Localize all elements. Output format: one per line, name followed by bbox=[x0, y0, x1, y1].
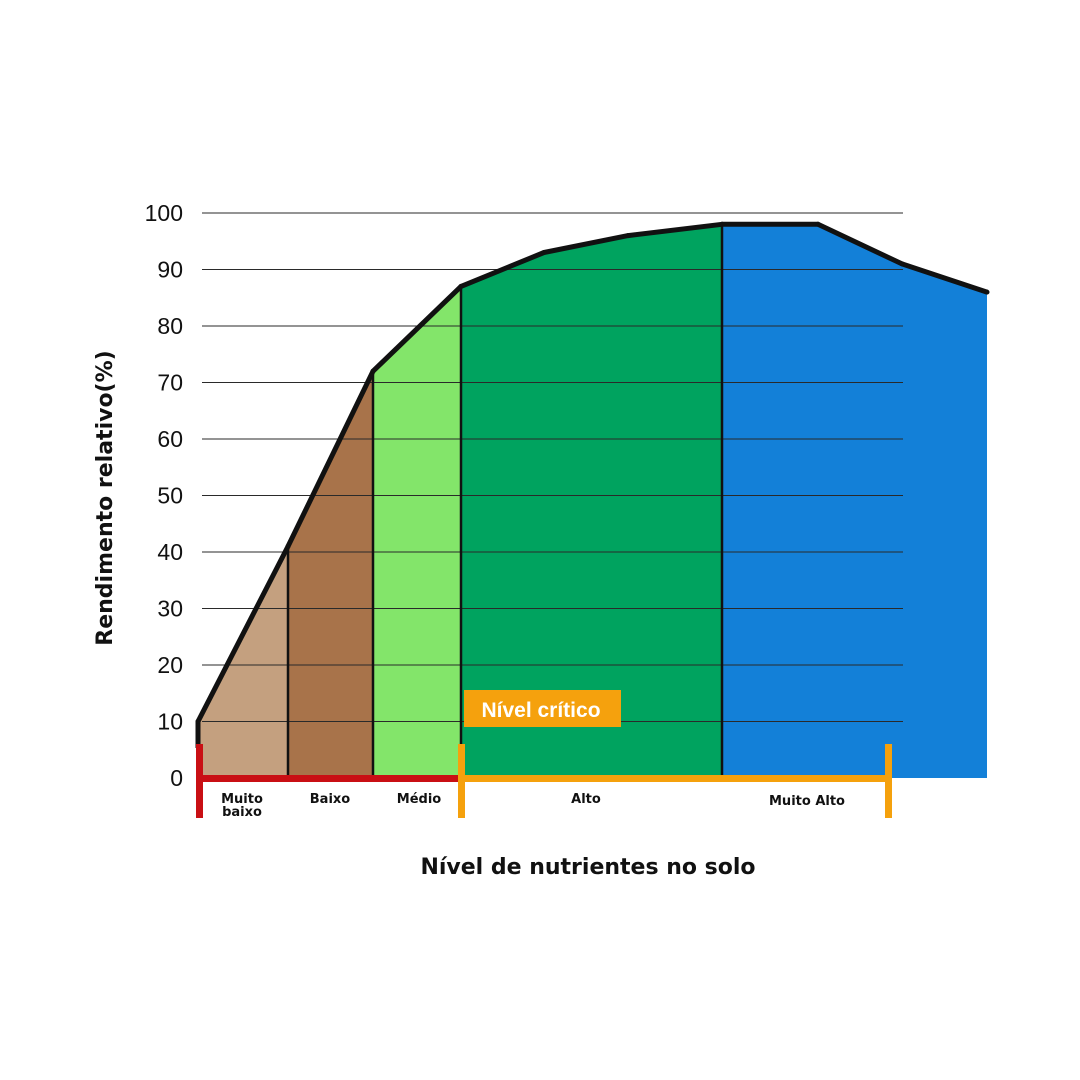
y-tick-0: 0 bbox=[170, 765, 183, 791]
curve-point-1 bbox=[285, 543, 291, 549]
high-range-end-tick bbox=[885, 744, 892, 818]
y-tick-30: 30 bbox=[157, 596, 183, 622]
y-tick-20: 20 bbox=[157, 652, 183, 678]
critical-level-badge bbox=[464, 690, 621, 727]
category-label-baixo: Baixo bbox=[310, 792, 351, 807]
y-tick-10: 10 bbox=[157, 709, 183, 735]
y-tick-80: 80 bbox=[157, 313, 183, 339]
zone-medio bbox=[373, 286, 461, 778]
curve-point-9 bbox=[984, 289, 990, 295]
low-range-bar bbox=[196, 775, 461, 782]
critical-level-label: Nível crítico bbox=[481, 699, 600, 722]
y-tick-90: 90 bbox=[157, 257, 183, 283]
y-axis-title: Rendimento relativo(%) bbox=[93, 350, 118, 645]
y-tick-100: 100 bbox=[145, 200, 183, 226]
curve-point-0 bbox=[195, 719, 201, 724]
y-tick-50: 50 bbox=[157, 483, 183, 509]
zone-muito-baixo bbox=[198, 546, 288, 778]
y-tick-70: 70 bbox=[157, 370, 183, 396]
curve-point-5 bbox=[625, 233, 631, 239]
category-label-muito-baixo: Muito baixo bbox=[221, 792, 263, 820]
high-range-bar bbox=[461, 775, 891, 782]
curve-point-4 bbox=[541, 250, 547, 255]
y-tick-60: 60 bbox=[157, 426, 183, 452]
curve-point-8 bbox=[899, 261, 905, 267]
category-label-alto: Alto bbox=[571, 792, 601, 807]
curve-point-7 bbox=[815, 221, 821, 227]
zone-muito-alto bbox=[722, 224, 987, 779]
curve-point-6 bbox=[719, 221, 725, 227]
x-axis-title: Nível de nutrientes no solo bbox=[420, 855, 755, 880]
category-label-medio: Médio bbox=[397, 792, 442, 807]
zone-alto bbox=[461, 224, 722, 779]
category-label-muito-alto: Muito Alto bbox=[769, 794, 845, 809]
zone-baixo bbox=[288, 371, 373, 778]
y-tick-40: 40 bbox=[157, 539, 183, 565]
curve-point-2 bbox=[370, 368, 376, 374]
curve-point-3 bbox=[458, 283, 464, 289]
